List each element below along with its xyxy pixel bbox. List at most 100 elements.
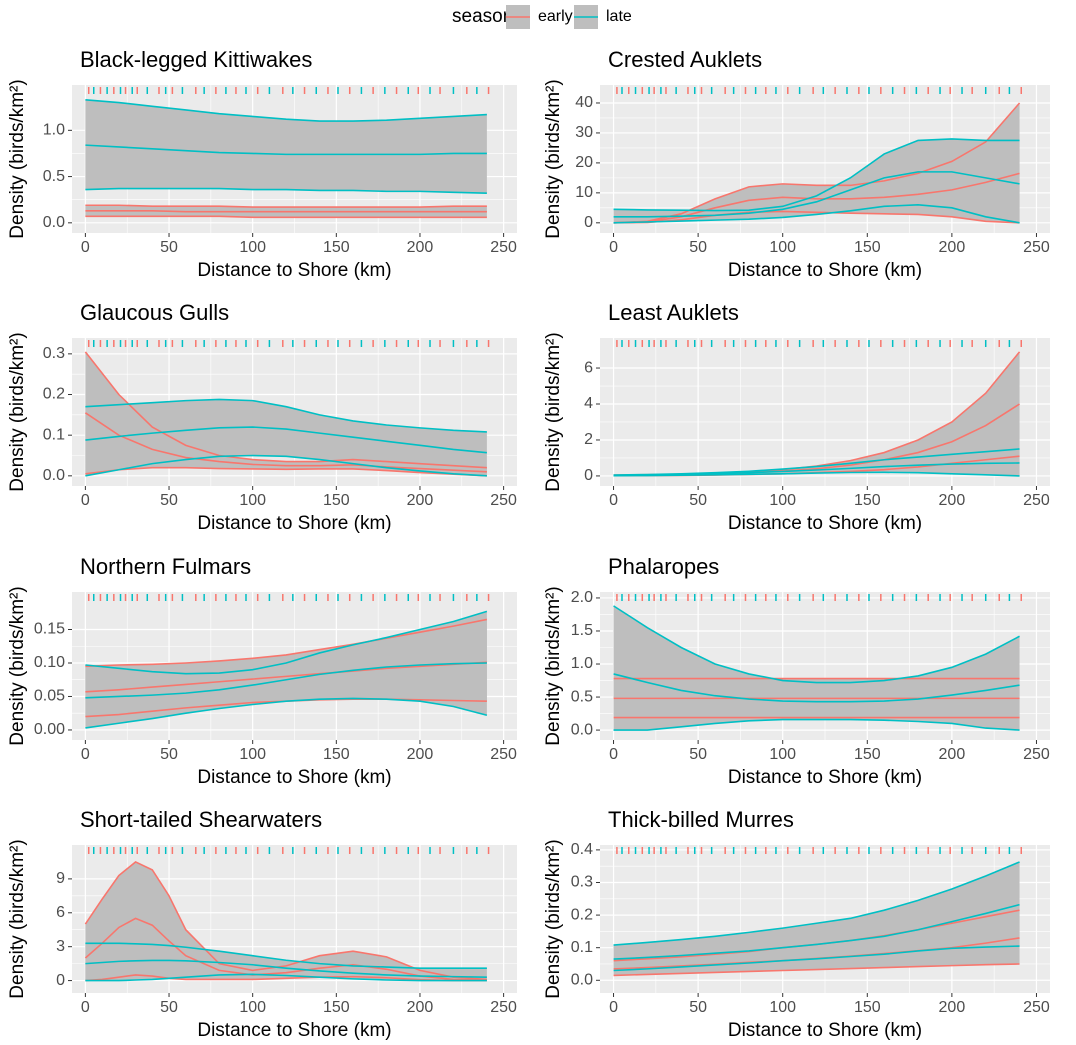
- y-tick-label: 0: [56, 972, 65, 989]
- panel-title: Thick-billed Murres: [608, 807, 794, 832]
- y-tick-label: 0.2: [43, 386, 65, 403]
- ci-line: [85, 204, 487, 208]
- panel-title: Northern Fulmars: [80, 554, 251, 579]
- y-axis-title: Density (birds/km²): [543, 79, 564, 238]
- y-axis-title: Density (birds/km²): [543, 332, 564, 491]
- x-axis-title: Distance to Shore (km): [197, 767, 391, 788]
- x-tick-label: 0: [81, 999, 90, 1016]
- y-tick-label: 40: [575, 94, 593, 111]
- y-tick-label: 0.15: [34, 621, 65, 638]
- ribbon: [613, 448, 1020, 476]
- fit-line: [85, 959, 487, 978]
- y-tick-label: 0.05: [34, 688, 65, 705]
- fit-line: [84, 917, 487, 981]
- x-tick-label: 100: [769, 239, 796, 256]
- x-axis-title: Distance to Shore (km): [728, 513, 922, 534]
- x-tick-label: 200: [939, 746, 966, 763]
- y-tick-label: 30: [575, 124, 593, 141]
- panel: 0 50 100 150 200 250 0.00 0.05 0.10 0.15 Northern …: [7, 554, 517, 788]
- fit-line: [613, 903, 1020, 960]
- x-axis-title: Distance to Shore (km): [197, 513, 391, 534]
- x-tick-label: 0: [81, 492, 90, 509]
- ci-line: [613, 945, 1020, 972]
- x-tick-label: 150: [854, 999, 881, 1016]
- y-tick-label: 4: [584, 395, 593, 412]
- y-tick-label: 0.0: [43, 467, 65, 484]
- y-tick-label: 0.4: [571, 841, 593, 858]
- x-tick-label: 150: [323, 746, 350, 763]
- ci-line: [85, 466, 487, 477]
- fit-line: [85, 426, 487, 454]
- legend-label: late: [606, 8, 632, 25]
- panel: 0 50 100 150 200 250 0.0 0.1 0.2 0.3 Glaucous Gull…: [7, 300, 517, 534]
- x-axis-title: Distance to Shore (km): [728, 1020, 922, 1041]
- fit-line: [85, 661, 487, 693]
- x-tick-label: 150: [323, 492, 350, 509]
- ci-line: [613, 718, 1020, 731]
- x-tick-label: 200: [407, 239, 434, 256]
- x-tick-label: 100: [769, 999, 796, 1016]
- ci-line: [85, 942, 487, 969]
- ci-line: [85, 454, 487, 477]
- x-tick-label: 100: [769, 746, 796, 763]
- legend: season early late: [452, 5, 632, 29]
- y-tick-label: 0: [584, 214, 593, 231]
- ci-line: [613, 102, 1021, 224]
- ci-line: [613, 204, 1020, 224]
- x-tick-label: 50: [160, 999, 178, 1016]
- panel-title: Least Auklets: [608, 300, 739, 325]
- y-axis-title: Density (birds/km²): [7, 586, 28, 745]
- x-tick-label: 100: [239, 239, 266, 256]
- fit-line: [85, 662, 487, 699]
- x-tick-label: 150: [854, 746, 881, 763]
- panel-title: Crested Auklets: [608, 47, 762, 72]
- fit-line: [613, 171, 1020, 218]
- y-tick-label: 20: [575, 154, 593, 171]
- legend-title: season: [452, 6, 513, 27]
- x-tick-label: 50: [160, 239, 178, 256]
- y-tick-label: 3: [56, 938, 65, 955]
- ci-line: [613, 210, 1020, 224]
- x-tick-label: 50: [689, 239, 707, 256]
- panel-title: Black-legged Kittiwakes: [80, 47, 312, 72]
- x-tick-label: 0: [609, 492, 618, 509]
- panel: 0 50 100 150 200 250 0 10 20 30 40 Crested Auklets D…: [543, 47, 1050, 281]
- y-tick-label: 9: [56, 870, 65, 887]
- y-tick-label: 0.1: [43, 426, 65, 443]
- y-tick-label: 0.0: [43, 214, 65, 231]
- y-tick-label: 0.1: [571, 939, 593, 956]
- ci-line: [613, 605, 1020, 684]
- x-tick-label: 200: [407, 999, 434, 1016]
- x-tick-label: 50: [689, 746, 707, 763]
- y-tick-label: 10: [575, 184, 593, 201]
- x-tick-label: 100: [239, 999, 266, 1016]
- y-axis-title: Density (birds/km²): [7, 839, 28, 998]
- x-tick-label: 150: [323, 239, 350, 256]
- y-axis-title: Density (birds/km²): [7, 79, 28, 238]
- x-axis-title: Distance to Shore (km): [728, 260, 922, 281]
- x-tick-label: 0: [81, 239, 90, 256]
- ci-line: [85, 215, 487, 219]
- x-tick-label: 200: [939, 492, 966, 509]
- y-axis-title: Density (birds/km²): [543, 586, 564, 745]
- y-tick-label: 1.0: [571, 655, 593, 672]
- fit-line: [85, 210, 487, 213]
- x-tick-label: 200: [939, 239, 966, 256]
- y-axis-title: Density (birds/km²): [7, 332, 28, 491]
- y-tick-label: 0.5: [43, 168, 65, 185]
- x-tick-label: 150: [323, 999, 350, 1016]
- y-tick-label: 0.0: [571, 972, 593, 989]
- ci-line: [85, 697, 488, 729]
- x-tick-label: 150: [854, 239, 881, 256]
- x-tick-label: 200: [939, 999, 966, 1016]
- panel: 0 50 100 150 200 250 0.0 0.5 1.0 1.5 2.0 Phalaropes…: [543, 554, 1050, 788]
- ci-line: [613, 861, 1020, 946]
- y-axis-title: Density (birds/km²): [543, 839, 564, 998]
- y-tick-label: 0.10: [34, 654, 65, 671]
- y-tick-label: 2.0: [571, 589, 593, 606]
- ribbon: [613, 861, 1020, 971]
- panel-title: Short-tailed Shearwaters: [80, 807, 322, 832]
- x-tick-label: 150: [854, 492, 881, 509]
- x-tick-label: 250: [1023, 746, 1050, 763]
- ci-line: [85, 187, 487, 195]
